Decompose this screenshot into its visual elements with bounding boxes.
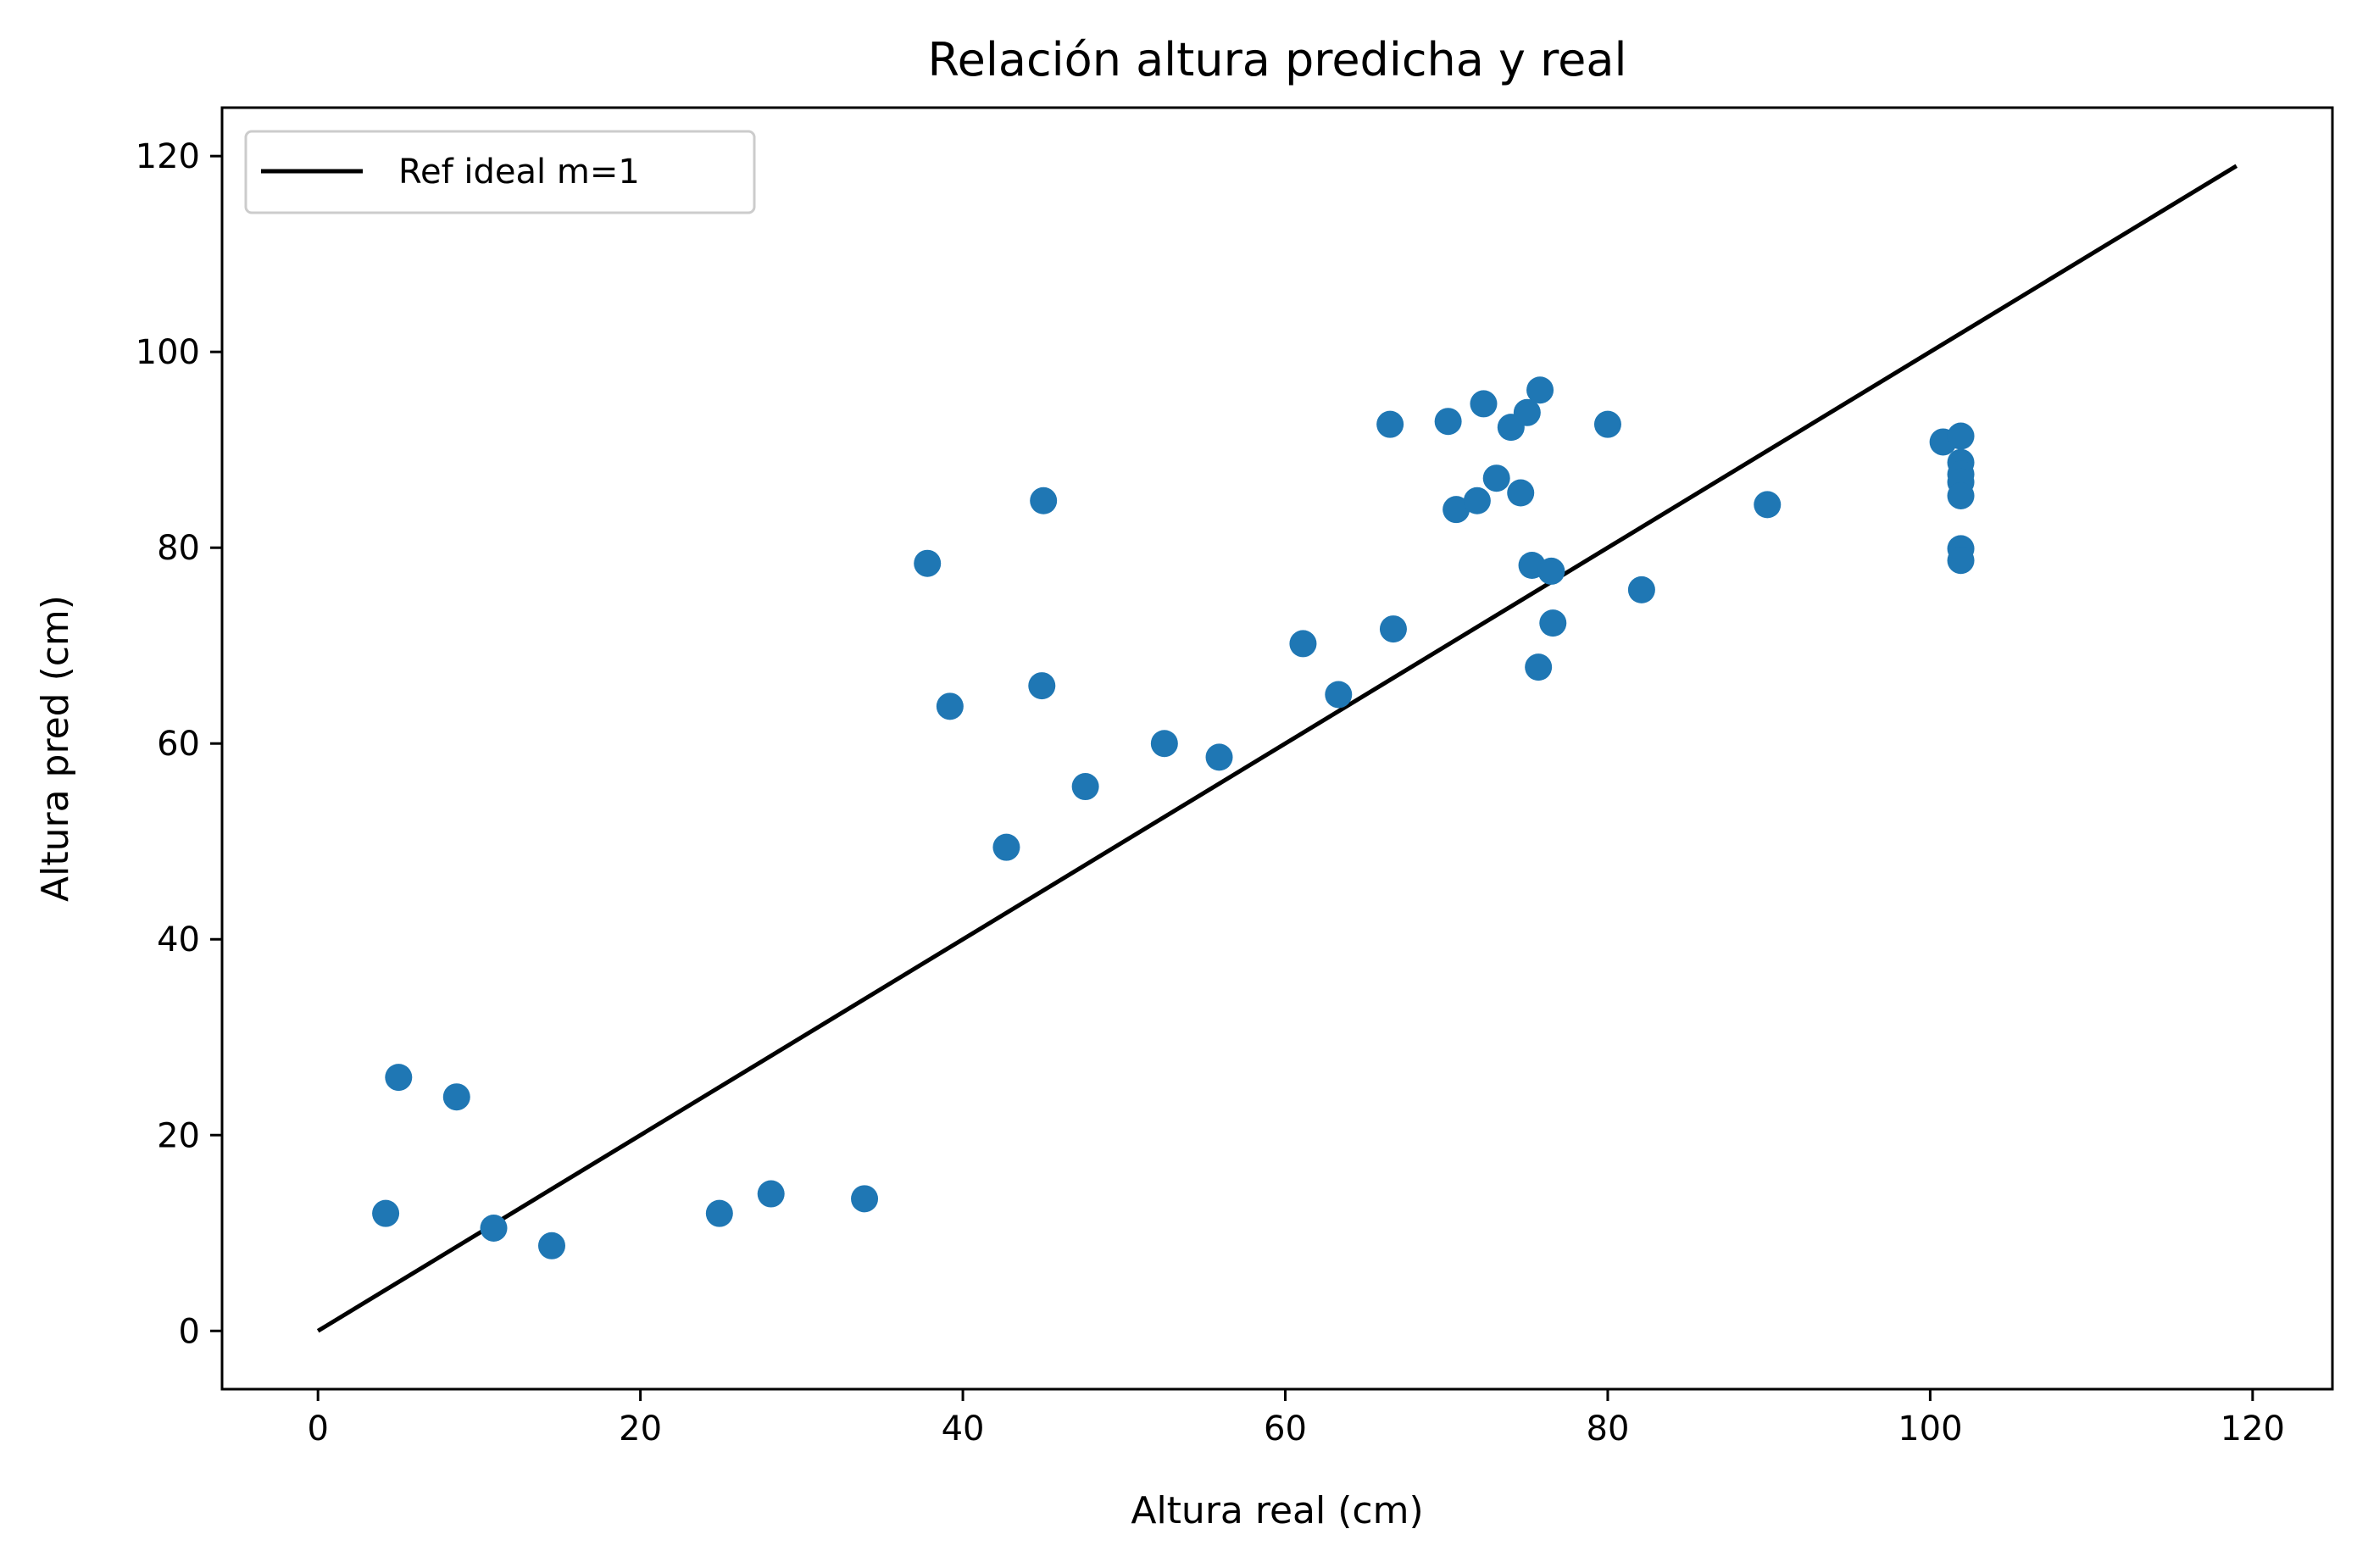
legend: Ref ideal m=1 bbox=[244, 130, 756, 214]
data-point bbox=[1539, 609, 1567, 637]
data-point bbox=[851, 1185, 879, 1213]
legend-box bbox=[244, 130, 756, 214]
data-point bbox=[1289, 630, 1317, 658]
x-axis: 0 20 40 60 80 100 120 bbox=[307, 1389, 2285, 1448]
data-point bbox=[936, 692, 964, 720]
x-tick-label: 80 bbox=[1587, 1410, 1630, 1448]
x-tick-label: 60 bbox=[1264, 1410, 1307, 1448]
data-point bbox=[1947, 481, 1975, 509]
data-point bbox=[914, 549, 942, 577]
chart-title: Relación altura predicha y real bbox=[928, 33, 1627, 86]
reference-line bbox=[316, 164, 2238, 1333]
data-point bbox=[1627, 575, 1655, 603]
data-point bbox=[480, 1214, 508, 1242]
data-point bbox=[442, 1083, 470, 1111]
data-point bbox=[1537, 557, 1565, 585]
x-tick-label: 0 bbox=[307, 1410, 328, 1448]
reference-line-layer bbox=[316, 164, 2238, 1333]
data-points bbox=[372, 376, 1975, 1259]
y-tick-label: 60 bbox=[157, 725, 200, 764]
data-point bbox=[1443, 496, 1470, 524]
data-point bbox=[1325, 681, 1353, 709]
y-axis: 0 20 40 60 80 100 120 bbox=[136, 137, 222, 1351]
y-tick-label: 120 bbox=[136, 137, 200, 176]
y-tick-label: 20 bbox=[157, 1116, 200, 1155]
data-point bbox=[1379, 615, 1407, 643]
data-point bbox=[1030, 487, 1058, 514]
data-point bbox=[1525, 653, 1553, 681]
y-tick-label: 80 bbox=[157, 529, 200, 568]
data-point bbox=[538, 1232, 566, 1259]
data-point bbox=[1470, 390, 1498, 418]
data-point bbox=[1150, 730, 1178, 758]
data-point bbox=[1482, 464, 1510, 492]
data-point bbox=[1947, 547, 1975, 575]
data-point bbox=[992, 833, 1020, 861]
x-tick-label: 20 bbox=[619, 1410, 662, 1448]
data-point bbox=[705, 1199, 733, 1227]
data-point bbox=[1526, 376, 1554, 404]
data-point bbox=[1507, 479, 1535, 507]
data-point bbox=[1205, 743, 1233, 771]
data-point bbox=[1463, 487, 1491, 514]
data-point bbox=[385, 1064, 413, 1092]
data-point bbox=[1434, 408, 1462, 436]
data-point bbox=[1947, 422, 1975, 450]
x-axis-label: Altura real (cm) bbox=[1131, 1489, 1423, 1532]
x-tick-label: 120 bbox=[2221, 1410, 2285, 1448]
y-tick-label: 40 bbox=[157, 920, 200, 959]
x-tick-label: 100 bbox=[1898, 1410, 1962, 1448]
data-point bbox=[1071, 773, 1099, 801]
data-point bbox=[1376, 410, 1404, 438]
y-axis-label: Altura pred (cm) bbox=[34, 595, 77, 902]
x-tick-label: 40 bbox=[942, 1410, 985, 1448]
y-tick-label: 100 bbox=[136, 333, 200, 372]
data-point bbox=[1754, 491, 1782, 519]
data-point bbox=[757, 1180, 785, 1208]
data-point bbox=[1513, 398, 1541, 426]
data-point bbox=[1593, 410, 1621, 438]
y-tick-label: 0 bbox=[179, 1312, 200, 1351]
data-point bbox=[1028, 672, 1056, 700]
data-point bbox=[372, 1199, 400, 1227]
legend-label: Ref ideal m=1 bbox=[398, 153, 640, 192]
